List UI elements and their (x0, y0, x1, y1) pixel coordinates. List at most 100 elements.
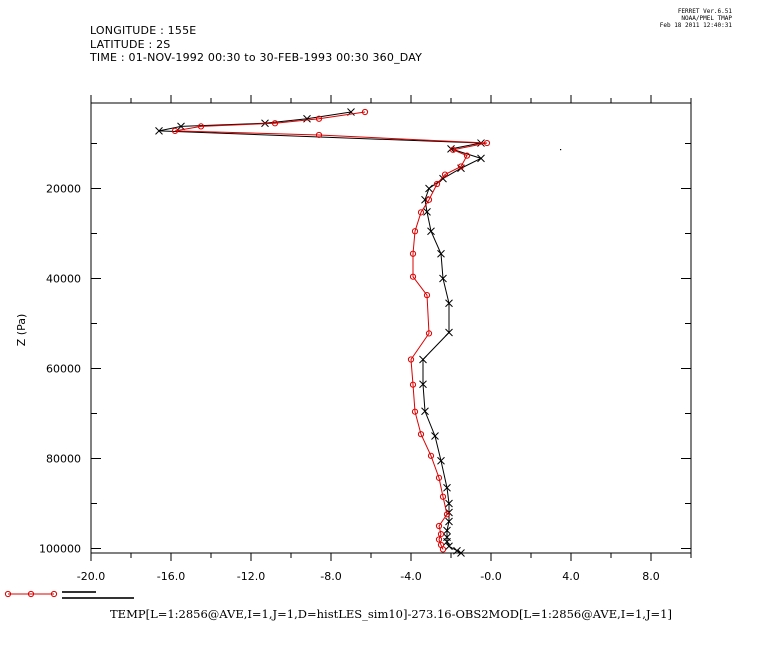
series-1-point (463, 152, 471, 159)
series-0-point (453, 546, 461, 555)
legend-marker (27, 590, 35, 598)
x-marker-stroke (177, 122, 185, 131)
legend-text-line-1 (62, 591, 96, 593)
x-marker-stroke (453, 546, 461, 555)
legend-marker (4, 590, 12, 598)
series-1-point (449, 146, 457, 153)
x-marker-stroke (445, 299, 453, 308)
series-1-point (409, 381, 417, 388)
series-1-point (409, 250, 417, 257)
x-tick-label: 4.0 (562, 570, 580, 583)
time-range-label: TIME : 01-NOV-1992 00:30 to 30-FEB-1993 … (90, 51, 423, 64)
series-1-point (457, 163, 465, 170)
series-0-point (439, 274, 447, 283)
x-marker-stroke (445, 542, 453, 551)
series-0-point (431, 432, 439, 440)
y-tick-label: 80000 (46, 453, 81, 466)
ferret-date-stamp: Feb 18 2011 12:40:31 (659, 22, 732, 29)
series-0-point (443, 526, 451, 535)
series-1-point (417, 431, 425, 438)
series-1-point (417, 209, 425, 216)
x-marker-stroke (427, 227, 435, 236)
series-0-point (425, 184, 433, 193)
series-1-point (271, 120, 279, 127)
series-1-line (174, 111, 488, 550)
series-1-point (433, 180, 441, 188)
x-marker-stroke (155, 127, 163, 135)
x-marker-stroke (303, 114, 311, 123)
series-1-point (315, 115, 323, 122)
series-0-point (437, 249, 445, 258)
x-tick-label: -16.0 (157, 570, 185, 583)
x-marker-stroke (425, 184, 433, 193)
y-tick-label: 60000 (46, 363, 81, 376)
ferret-version-stamp: FERRET Ver.6.51 (677, 8, 732, 15)
series-0-line (158, 111, 483, 554)
series-1-point (435, 522, 443, 530)
chart-axes: -20.0 -16.0 -12.0 -8.0 -4.0 -0.0 4.0 8.0 20000 40… (15, 95, 692, 583)
y-tick-label: 20000 (46, 183, 81, 196)
x-tick-label: -20.0 (77, 570, 105, 583)
x-marker-stroke (445, 517, 453, 526)
chart-series (155, 108, 491, 557)
x-tick-label: 8.0 (642, 570, 660, 583)
x-marker-stroke (445, 328, 453, 337)
series-1-point (361, 108, 369, 116)
series-1-point (411, 228, 419, 235)
legend-text-line-2 (62, 597, 134, 599)
x-marker-stroke (439, 274, 447, 283)
series-1-point (411, 408, 419, 415)
series-0-point (445, 542, 453, 551)
series-1-point (437, 531, 445, 538)
series-0-point (445, 299, 453, 308)
x-tick-label: -8.0 (320, 570, 341, 583)
series-0-point (419, 355, 427, 364)
series-1-point (409, 273, 417, 280)
series-1-point (171, 127, 179, 134)
x-marker-stroke (419, 355, 427, 364)
series-1-point (441, 171, 449, 178)
x-marker-stroke (431, 432, 439, 440)
series-0-point (443, 483, 451, 492)
series-0-point (303, 114, 311, 123)
y-tick-label: 100000 (39, 543, 81, 556)
x-marker-stroke (443, 483, 451, 492)
series-0-point (457, 549, 465, 557)
series-1-point (443, 511, 451, 518)
x-tick-label: -0.0 (480, 570, 501, 583)
series-1-point (439, 546, 447, 553)
stray-dot (560, 149, 562, 151)
series-1-point (425, 196, 433, 203)
ferret-org-stamp: NOAA/PMEL TMAP (681, 15, 732, 22)
series-0-point (421, 407, 429, 416)
x-marker-stroke (443, 526, 451, 535)
series-0-point (419, 380, 427, 389)
x-marker-stroke (437, 456, 445, 465)
x-marker-stroke (477, 154, 485, 163)
series-1-point (407, 356, 415, 363)
x-marker-stroke (419, 380, 427, 389)
y-tick-label: 40000 (46, 273, 81, 286)
series-0-point (439, 174, 447, 183)
chart-legend (4, 590, 134, 599)
series-0-point (427, 227, 435, 236)
series-1-point (439, 493, 447, 500)
series-0-point (445, 499, 453, 508)
series-0-point (445, 328, 453, 337)
x-marker-stroke (439, 174, 447, 183)
series-1-point (425, 330, 433, 337)
x-tick-label: -4.0 (400, 570, 421, 583)
x-marker-stroke (457, 549, 465, 557)
series-1-point (435, 474, 443, 481)
series-1-point (483, 139, 491, 147)
x-marker-stroke (445, 499, 453, 508)
y-axis-label: Z (Pa) (15, 314, 28, 347)
series-1-point (423, 292, 431, 299)
series-1-point (315, 131, 323, 139)
series-0-point (177, 122, 185, 131)
series-1-point (427, 452, 435, 459)
latitude-label: LATITUDE : 2S (90, 38, 171, 51)
x-tick-label: -12.0 (237, 570, 265, 583)
